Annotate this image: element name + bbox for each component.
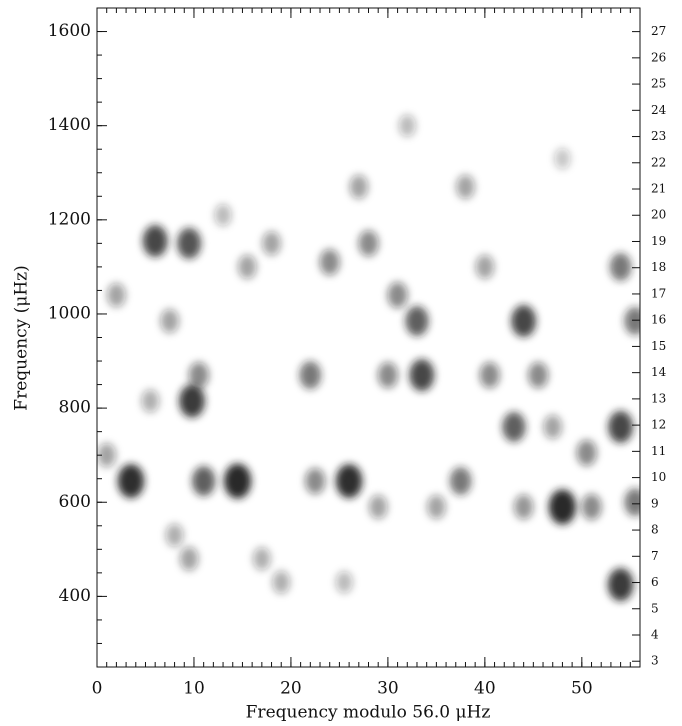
power-peak [223, 463, 252, 499]
power-peak [368, 494, 388, 519]
y2-tick-label: 21 [651, 182, 666, 196]
y-tick-label: 800 [59, 398, 91, 418]
power-peak [165, 523, 184, 547]
plot-frame [96, 7, 641, 668]
power-peak [581, 493, 602, 520]
power-peak [142, 225, 168, 258]
power-peak [179, 384, 205, 418]
y2-tick-label: 20 [651, 208, 666, 222]
power-peak [141, 389, 160, 413]
plot-area [97, 114, 640, 602]
power-peak [405, 306, 429, 337]
y-tick-label: 1200 [48, 209, 91, 229]
y2-tick-label: 18 [651, 260, 666, 274]
y-tick-label: 1400 [48, 115, 91, 135]
y2-tick-label: 4 [651, 627, 659, 641]
y2-tick-label: 22 [651, 155, 666, 169]
power-peak [427, 494, 446, 519]
power-peak [624, 488, 640, 517]
x-tick-label: 0 [92, 679, 103, 699]
power-peak [253, 547, 271, 571]
power-peak [177, 227, 202, 259]
x-tick-label: 40 [474, 679, 496, 699]
power-peak [179, 546, 199, 571]
y2-tick-label: 24 [651, 103, 667, 117]
power-peak [475, 254, 495, 279]
y2-tick-label: 23 [651, 129, 666, 143]
power-peak [335, 464, 363, 499]
y-tick-label: 400 [59, 586, 91, 606]
y2-tick-label: 27 [651, 24, 666, 38]
power-peak [607, 568, 634, 602]
y2-tick-label: 14 [651, 365, 667, 379]
power-peak [107, 283, 126, 308]
power-peak [548, 489, 577, 525]
y2-tick-label: 13 [651, 391, 666, 405]
power-peak [117, 464, 145, 499]
power-peak [609, 252, 632, 281]
power-peak [299, 361, 322, 390]
power-peak [305, 468, 326, 495]
power-peak [398, 114, 416, 137]
power-peak [349, 174, 369, 199]
y2-tick-label: 16 [651, 313, 666, 327]
y2-tick-label: 26 [651, 50, 666, 64]
power-peak [409, 359, 435, 392]
y2-tick-label: 3 [651, 654, 659, 668]
power-peak [456, 174, 475, 199]
power-peak [608, 410, 634, 443]
y-tick-label: 600 [59, 492, 91, 512]
y2-tick-label: 10 [651, 470, 666, 484]
power-peak [214, 204, 232, 227]
power-peak [511, 305, 537, 338]
y2-tick-label: 7 [651, 549, 659, 563]
power-peak [97, 443, 116, 468]
y-tick-label: 1600 [48, 21, 91, 41]
y2-tick-label: 19 [651, 234, 666, 248]
power-peak [387, 282, 408, 309]
x-tick-label: 30 [377, 679, 399, 699]
y2-tick-label: 8 [651, 523, 659, 537]
y-tick-label: 1000 [48, 303, 91, 323]
y2-tick-label: 12 [651, 418, 666, 432]
power-peak [238, 254, 257, 279]
power-peak [192, 466, 216, 497]
power-peak [514, 494, 534, 520]
power-peak [188, 362, 209, 389]
power-peak [479, 362, 500, 389]
x-axis-label: Frequency modulo 56.0 μHz [246, 703, 491, 723]
x-tick-label: 50 [571, 679, 593, 699]
y2-tick-label: 15 [651, 339, 666, 353]
power-peak [554, 148, 571, 170]
y2-tick-label: 6 [651, 575, 659, 589]
y-axis-label: Frequency (μHz) [12, 265, 32, 410]
power-peak [624, 307, 640, 336]
y2-tick-label: 9 [651, 496, 659, 510]
power-peak [377, 362, 398, 389]
power-peak [449, 467, 472, 496]
power-peak [358, 230, 379, 257]
y2-tick-label: 17 [651, 286, 666, 300]
power-peak [335, 571, 353, 594]
y2-tick-label: 5 [651, 601, 659, 615]
power-peak [262, 231, 281, 256]
x-tick-label: 20 [280, 679, 302, 699]
power-peak [319, 249, 340, 276]
x-tick-label: 10 [183, 679, 205, 699]
power-peak [576, 439, 597, 466]
power-peak [160, 309, 179, 334]
power-peak [543, 414, 562, 439]
power-peak [528, 362, 549, 389]
y2-tick-label: 25 [651, 77, 666, 91]
power-peak [502, 411, 526, 442]
y2-tick-label: 11 [651, 444, 666, 458]
power-peak [272, 570, 291, 594]
